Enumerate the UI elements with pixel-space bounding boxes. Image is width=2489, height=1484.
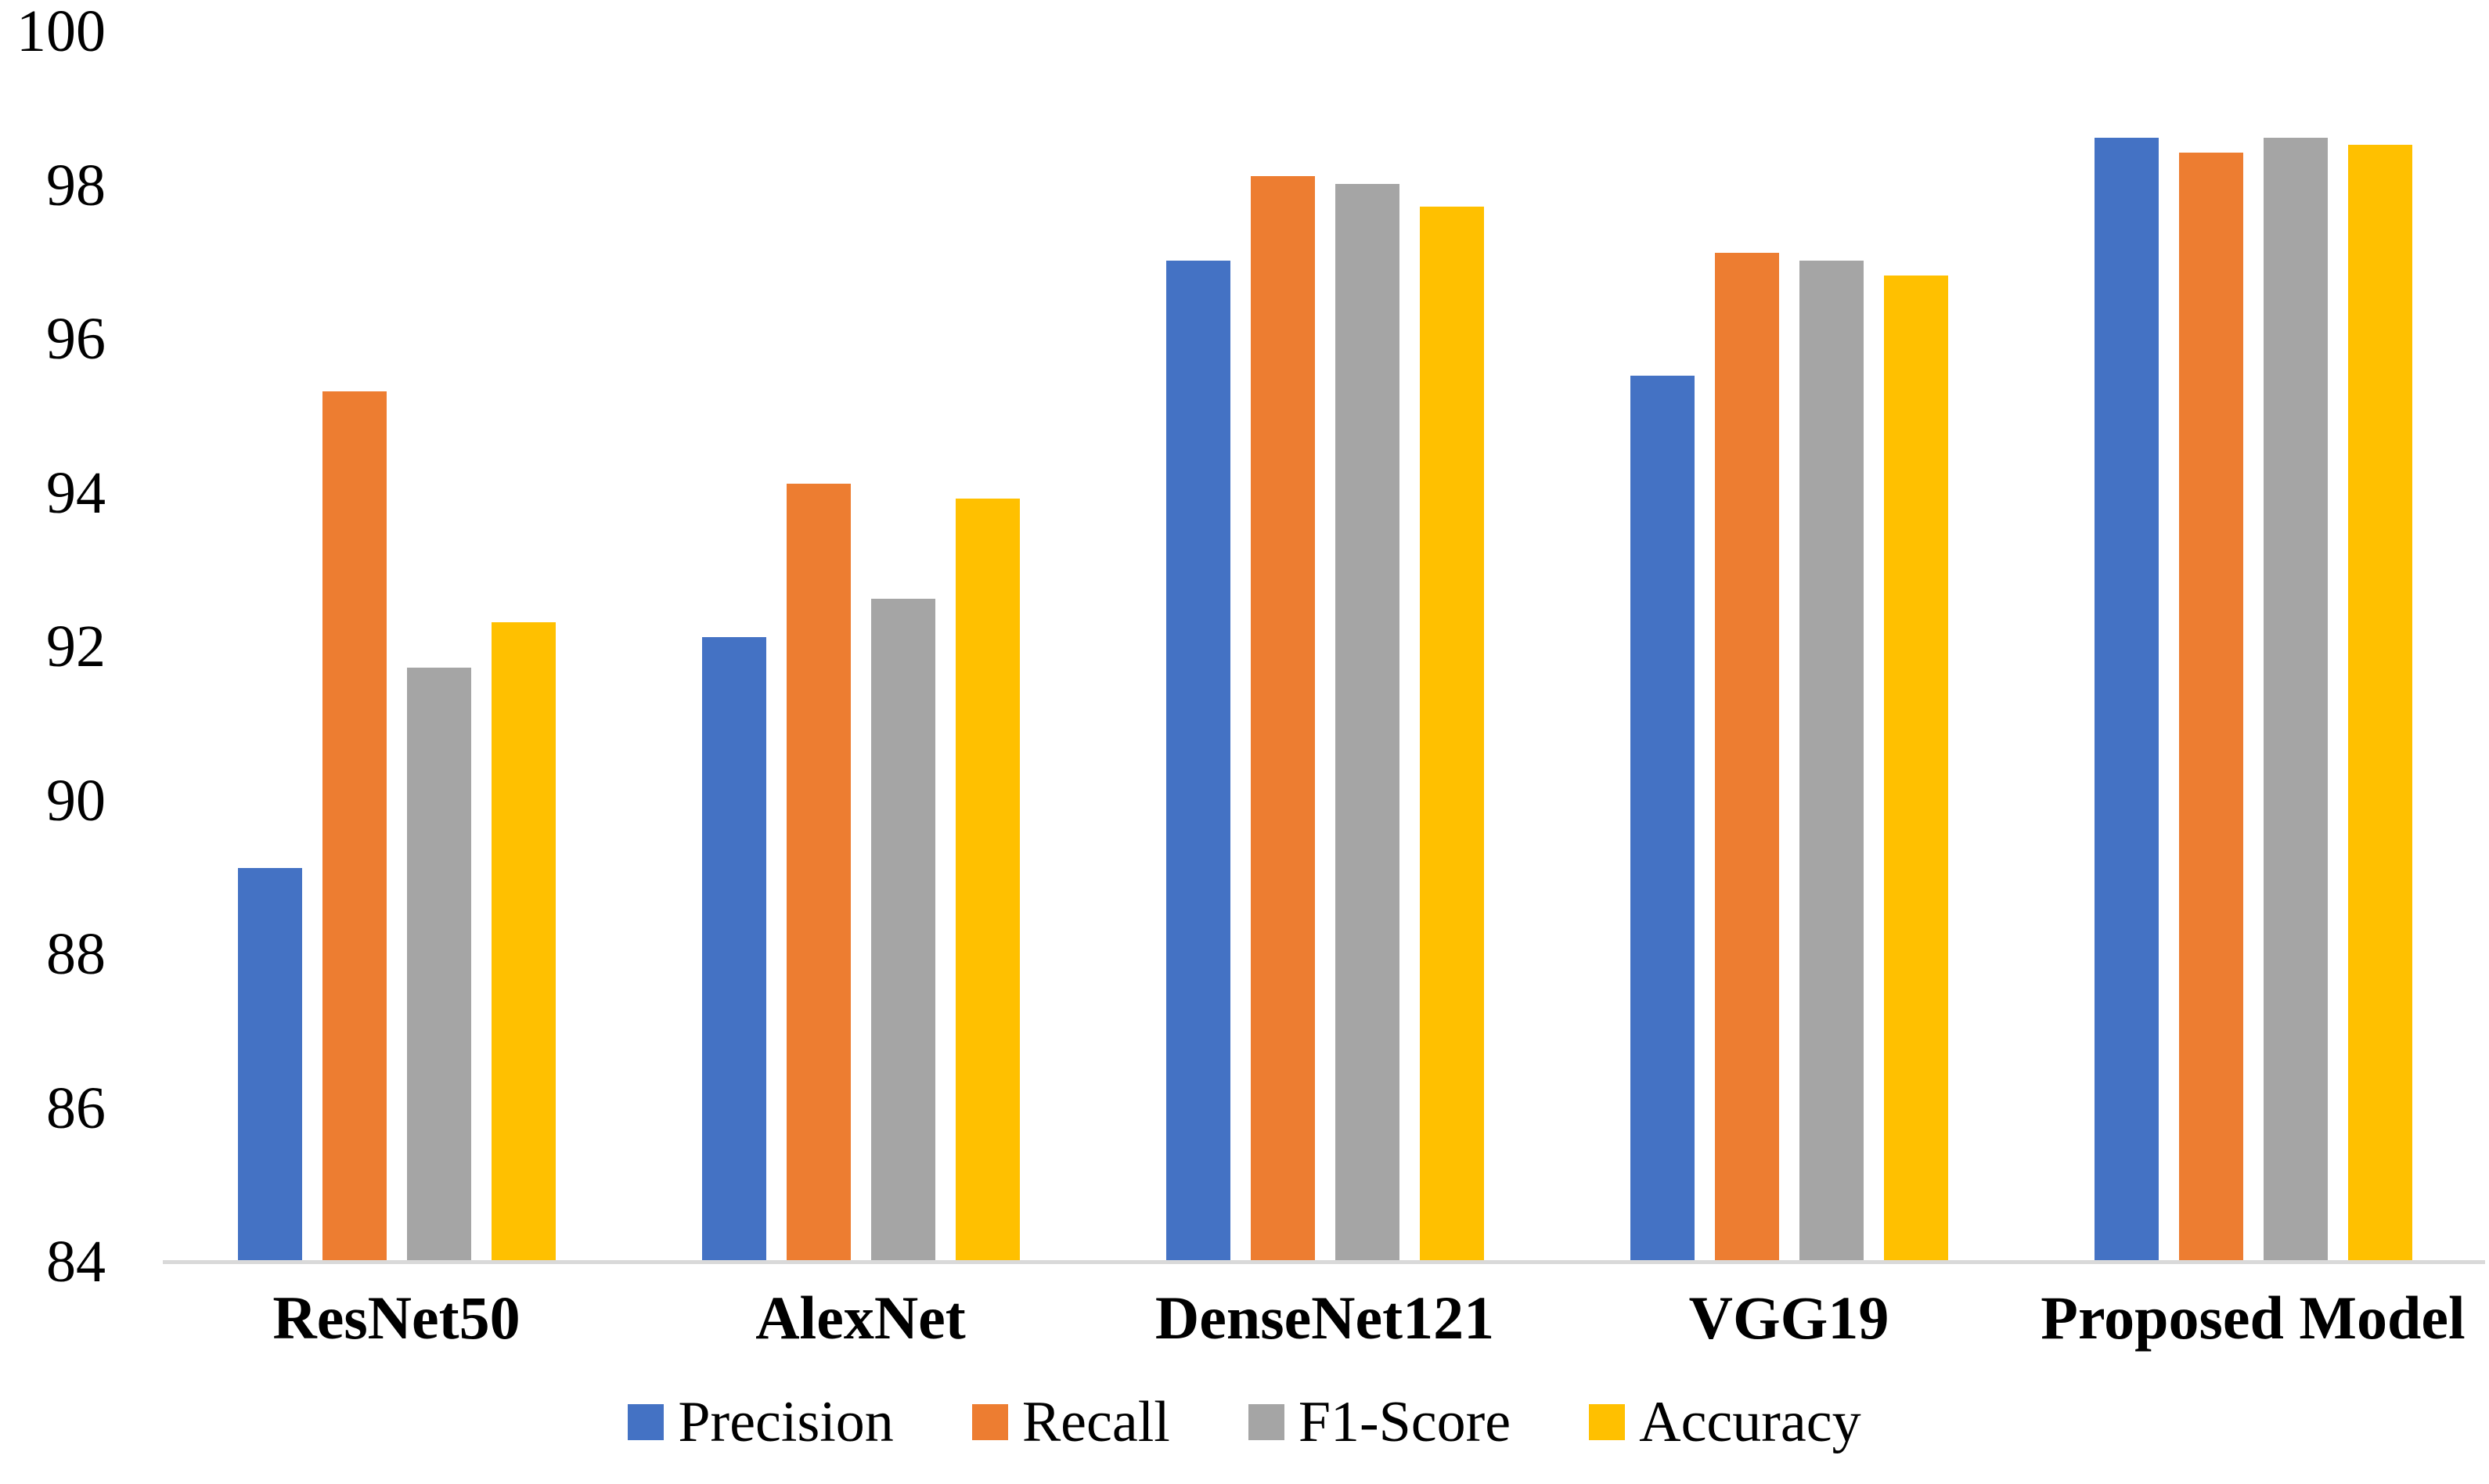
y-axis-tick-label-98: 98 — [46, 152, 106, 218]
bar-recall-densenet121 — [1250, 175, 1315, 1260]
bar-recall-proposed-model — [2178, 153, 2243, 1260]
bar-recall-resnet50 — [322, 391, 387, 1260]
bar-precision-alexnet — [701, 637, 766, 1260]
bar-recall-vgg19 — [1714, 252, 1779, 1260]
legend-item-recall: Recall — [971, 1390, 1170, 1454]
bar-accuracy-resnet50 — [491, 621, 556, 1260]
bar-accuracy-vgg19 — [1883, 276, 1948, 1260]
legend-label-recall: Recall — [1021, 1390, 1170, 1454]
legend-swatch-precision — [628, 1404, 665, 1440]
legend-item-accuracy: Accuracy — [1589, 1390, 1861, 1454]
y-axis-tick-label-92: 92 — [46, 614, 106, 679]
y-axis-tick-label-90: 90 — [46, 767, 106, 834]
x-axis-label-densenet121: DenseNet121 — [1154, 1284, 1495, 1352]
legend-label-f1-score: F1-Score — [1298, 1390, 1511, 1454]
legend-item-f1-score: F1-Score — [1248, 1393, 1511, 1451]
y-axis-tick-label-84: 84 — [46, 1229, 106, 1295]
x-axis-line — [163, 1260, 2485, 1264]
bar-f1-score-alexnet — [870, 599, 935, 1260]
x-axis-label-resnet50: ResNet50 — [272, 1284, 520, 1352]
y-axis-tick-label-94: 94 — [46, 459, 106, 526]
bar-f1-score-vgg19 — [1799, 260, 1864, 1260]
legend-swatch-recall — [971, 1404, 1008, 1440]
x-axis-label-alexnet: AlexNet — [755, 1284, 966, 1352]
x-axis-label-proposed-model: Proposed Model — [2041, 1284, 2466, 1352]
bar-accuracy-proposed-model — [2347, 145, 2412, 1260]
y-axis-tick-label-96: 96 — [46, 306, 106, 372]
bar-recall-alexnet — [786, 483, 851, 1260]
bar-f1-score-densenet121 — [1335, 183, 1399, 1260]
bar-precision-densenet121 — [1165, 260, 1230, 1260]
bar-f1-score-proposed-model — [2263, 137, 2328, 1260]
legend-item-precision: Precision — [628, 1390, 894, 1454]
bar-accuracy-alexnet — [955, 499, 1020, 1260]
bar-precision-resnet50 — [237, 867, 302, 1260]
bar-accuracy-densenet121 — [1419, 206, 1484, 1260]
bar-precision-proposed-model — [2094, 137, 2159, 1260]
legend-label-accuracy: Accuracy — [1639, 1390, 1861, 1454]
legend-swatch-accuracy — [1589, 1404, 1626, 1440]
y-axis-tick-label-100: 100 — [16, 0, 106, 64]
legend-swatch-f1-score — [1248, 1404, 1284, 1440]
y-axis-tick-label-88: 88 — [46, 921, 106, 987]
legend-label-precision: Precision — [678, 1390, 894, 1454]
legend: Precision Recall F1-Score Accuracy — [0, 1393, 2489, 1451]
bar-f1-score-resnet50 — [406, 668, 471, 1260]
x-axis-label-vgg19: VGG19 — [1688, 1284, 1889, 1352]
y-axis-tick-label-86: 86 — [46, 1075, 106, 1141]
bar-precision-vgg19 — [1630, 376, 1695, 1260]
